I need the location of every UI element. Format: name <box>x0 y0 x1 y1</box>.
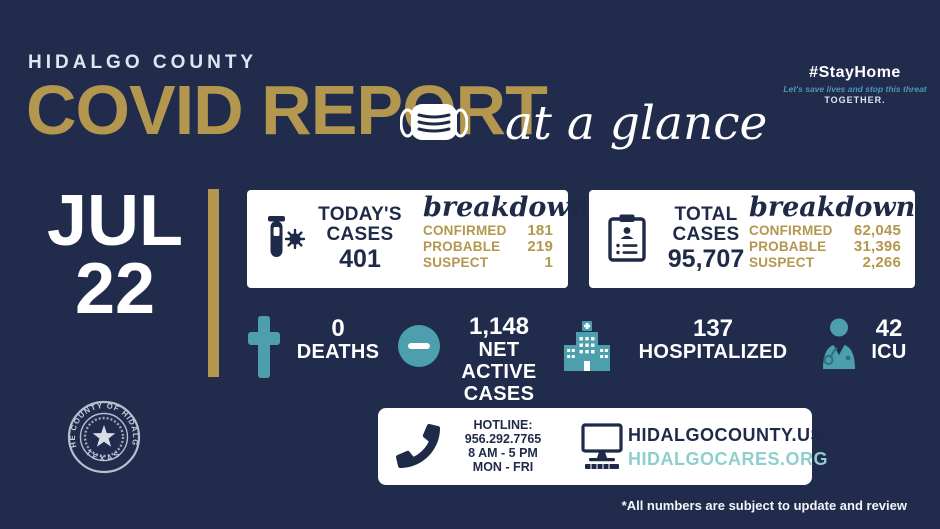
breakdown-title: breakdown <box>749 192 916 223</box>
date-day: 22 <box>74 249 156 329</box>
breakdown-label: PROBABLE <box>749 239 827 254</box>
hospitalized-label: HOSPITALIZED <box>638 341 788 363</box>
hotline-card: HOTLINE: 956.292.7765 8 AM - 5 PM MON - … <box>378 408 828 485</box>
card-label: CASES <box>672 224 740 245</box>
breakdown-title: breakdown <box>423 192 590 223</box>
hospitalized-stat: 137 HOSPITALIZED <box>618 315 808 364</box>
stayhome-subtitle: Let's save lives and stop this threat <box>783 84 927 94</box>
breakdown-value: 219 <box>527 238 553 255</box>
breakdown-label: SUSPECT <box>423 255 489 270</box>
card-label: TODAY'S <box>318 204 402 225</box>
test-tube-virus-icon <box>268 216 306 257</box>
hotline-hours: 8 AM - 5 PM <box>468 446 538 460</box>
card-label: TOTAL <box>674 204 738 225</box>
face-mask-icon <box>400 104 468 140</box>
computer-icon <box>581 423 623 469</box>
deaths-value: 0 <box>331 315 345 342</box>
breakdown-row: SUSPECT 1 <box>423 255 553 271</box>
net-active-label: CASES <box>463 383 535 405</box>
stayhome-block: #StayHome Let's save lives and stop this… <box>775 64 935 105</box>
todays-cases-main: TODAY'S CASES 401 <box>299 204 421 274</box>
todays-cases-card: TODAY'S CASES 401 breakdown CONFIRMED 18… <box>247 190 590 288</box>
tagline: at a glance <box>505 96 768 151</box>
card-label: CASES <box>326 224 394 245</box>
divider-bar <box>208 189 219 377</box>
total-cases-main: TOTAL CASES 95,707 <box>647 204 765 274</box>
breakdown-label: CONFIRMED <box>749 223 833 238</box>
breakdown-row: CONFIRMED 181 <box>423 223 553 239</box>
report-title: COVID REPORT <box>26 71 548 149</box>
seal-star <box>92 425 116 447</box>
county-seal: THE COUNTY OF HIDALGO TEXAS <box>56 389 141 474</box>
icu-value: 42 <box>875 315 903 342</box>
cares-website: HIDALGOCARES.ORG <box>628 449 829 469</box>
hotline-text: HOTLINE: 956.292.7765 8 AM - 5 PM MON - … <box>436 418 570 474</box>
total-cases-card: TOTAL CASES 95,707 breakdown CONFIRMED 6… <box>589 190 915 288</box>
stayhome-hashtag: #StayHome <box>809 64 901 81</box>
date-month: JUL <box>46 181 184 261</box>
breakdown-value: 181 <box>527 222 553 239</box>
breakdown-value: 1 <box>544 254 553 271</box>
deaths-stat: 0 DEATHS <box>288 315 388 364</box>
hospitalized-value: 137 <box>692 315 734 342</box>
icu-stat: 42 ICU <box>860 315 918 364</box>
breakdown-value: 62,045 <box>853 222 901 239</box>
breakdown-label: SUSPECT <box>749 255 815 270</box>
minus-circle-icon <box>398 325 440 367</box>
stayhome-together: TOGETHER. <box>824 95 886 105</box>
breakdown-label: PROBABLE <box>423 239 501 254</box>
breakdown-value: 2,266 <box>862 254 901 271</box>
breakdown-label: CONFIRMED <box>423 223 507 238</box>
total-cases-value: 95,707 <box>667 245 745 273</box>
cross-icon <box>248 316 280 378</box>
county-website: HIDALGOCOUNTY.US <box>628 425 824 445</box>
svg-text:TEXAS: TEXAS <box>84 448 123 463</box>
clipboard-icon <box>608 214 646 262</box>
todays-cases-value: 401 <box>339 245 381 273</box>
breakdown-row: PROBABLE 31,396 <box>749 239 901 255</box>
net-active-stat: 1,148 NET ACTIVE CASES <box>442 313 556 406</box>
net-active-value: 1,148 <box>468 313 530 340</box>
websites: HIDALGOCOUNTY.US HIDALGOCARES.ORG <box>628 423 828 471</box>
deaths-label: DEATHS <box>296 341 380 363</box>
breakdown-value: 31,396 <box>853 238 901 255</box>
seal-bottom-text: TEXAS <box>84 448 120 463</box>
county-name: HIDALGO COUNTY <box>28 52 258 73</box>
net-active-label: NET ACTIVE <box>461 339 537 383</box>
hospital-icon <box>564 321 610 371</box>
hotline-phone: 956.292.7765 <box>464 432 542 446</box>
doctor-icon <box>823 318 855 369</box>
disclaimer: *All numbers are subject to update and r… <box>621 498 907 513</box>
hotline-title: HOTLINE: <box>473 418 533 432</box>
breakdown-row: PROBABLE 219 <box>423 239 553 255</box>
breakdown-row: SUSPECT 2,266 <box>749 255 901 271</box>
icu-label: ICU <box>871 341 907 363</box>
phone-icon <box>396 424 440 468</box>
hotline-days: MON - FRI <box>472 460 534 474</box>
todays-breakdown: breakdown CONFIRMED 181 PROBABLE 219 SUS… <box>423 192 590 271</box>
breakdown-row: CONFIRMED 62,045 <box>749 223 901 239</box>
total-breakdown: breakdown CONFIRMED 62,045 PROBABLE 31,3… <box>749 192 916 271</box>
